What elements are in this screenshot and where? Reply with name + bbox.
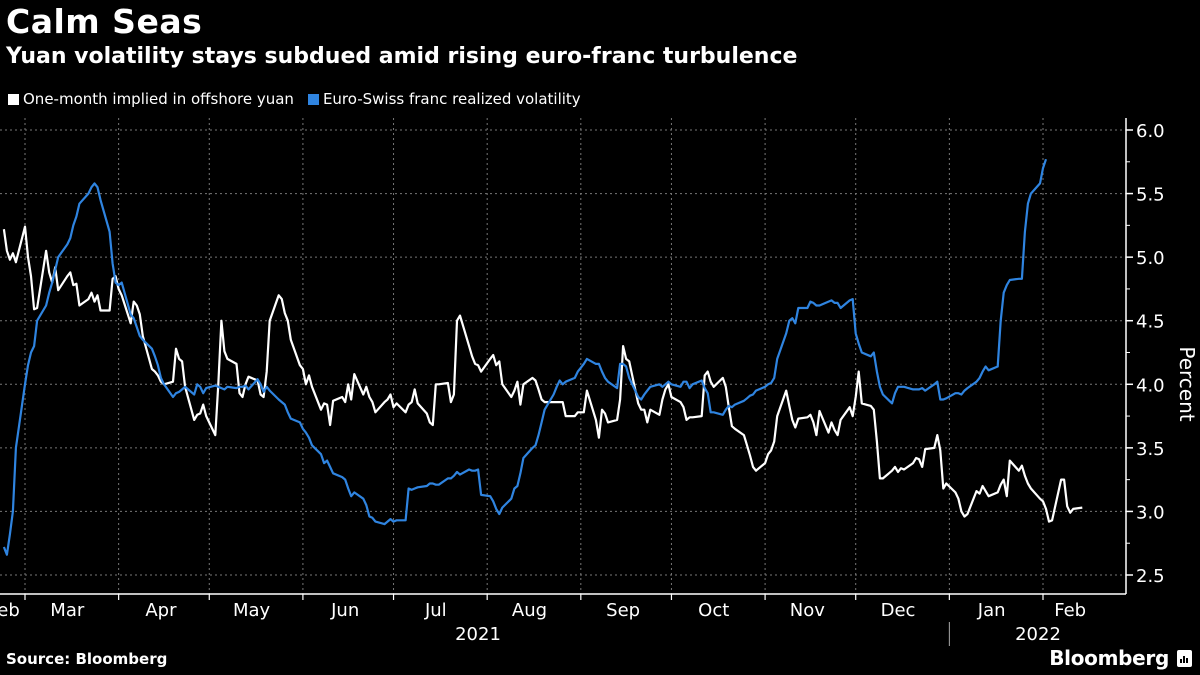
legend-item-yuan: One-month implied in offshore yuan: [8, 90, 294, 108]
y-axis-label: Percent: [1175, 346, 1199, 421]
x-tick-label: Sep: [606, 600, 640, 621]
legend-label-yuan: One-month implied in offshore yuan: [23, 90, 294, 108]
x-tick-label: Dec: [881, 600, 916, 621]
x-year-label: 2022: [1015, 624, 1061, 645]
chart-subtitle: Yuan volatility stays subdued amid risin…: [6, 44, 798, 69]
x-year-label: 2021: [455, 624, 501, 645]
bloomberg-logo-icon: [1177, 649, 1192, 667]
legend-item-eurchf: Euro-Swiss franc realized volatility: [307, 90, 581, 108]
legend-swatch-eurchf: [307, 93, 319, 105]
legend-label-eurchf: Euro-Swiss franc realized volatility: [322, 90, 581, 108]
x-tick-label: Feb: [1054, 600, 1086, 621]
y-axis: 2.5 3.0 3.5 4.0 4.5 5.0 5.5 6.0: [1125, 118, 1165, 594]
bloomberg-brand: Bloomberg: [1049, 646, 1192, 670]
x-axis: Feb Mar Apr May Jun Jul Aug Sep Oct Nov Dec Jan Feb 2…: [0, 593, 1126, 646]
y-tick-label: 6.0: [1136, 121, 1165, 142]
x-tick-label: Jan: [977, 600, 1006, 621]
y-tick-label: 4.0: [1136, 375, 1165, 396]
x-tick-label: Feb: [0, 600, 20, 621]
x-tick-label: Jun: [330, 600, 359, 621]
x-tick-label: Mar: [50, 600, 85, 621]
series-line-yuan: [2, 225, 1083, 523]
y-tick-label: 3.0: [1136, 502, 1165, 523]
x-tick-label: Nov: [790, 600, 825, 621]
legend-swatch-yuan: [8, 93, 19, 105]
y-tick-label: 3.5: [1136, 439, 1165, 460]
series-line-eurchf: [2, 158, 1048, 556]
x-tick-label: Aug: [512, 600, 547, 621]
x-tick-label: Jul: [424, 600, 447, 621]
y-tick-label: 5.0: [1136, 248, 1165, 269]
x-tick-label: Oct: [698, 600, 729, 621]
legend: One-month implied in offshore yuan Euro-…: [8, 90, 581, 108]
grid: [0, 118, 1126, 594]
chart-title: Calm Seas: [6, 2, 203, 41]
y-tick-label: 5.5: [1136, 185, 1165, 206]
x-tick-label: Apr: [145, 600, 177, 621]
y-tick-label: 4.5: [1136, 312, 1165, 333]
y-tick-label: 2.5: [1136, 566, 1165, 587]
source-note: Source: Bloomberg: [6, 650, 168, 668]
x-tick-label: May: [233, 600, 271, 621]
series-lines: [2, 158, 1083, 556]
brand-name: Bloomberg: [1049, 646, 1169, 670]
